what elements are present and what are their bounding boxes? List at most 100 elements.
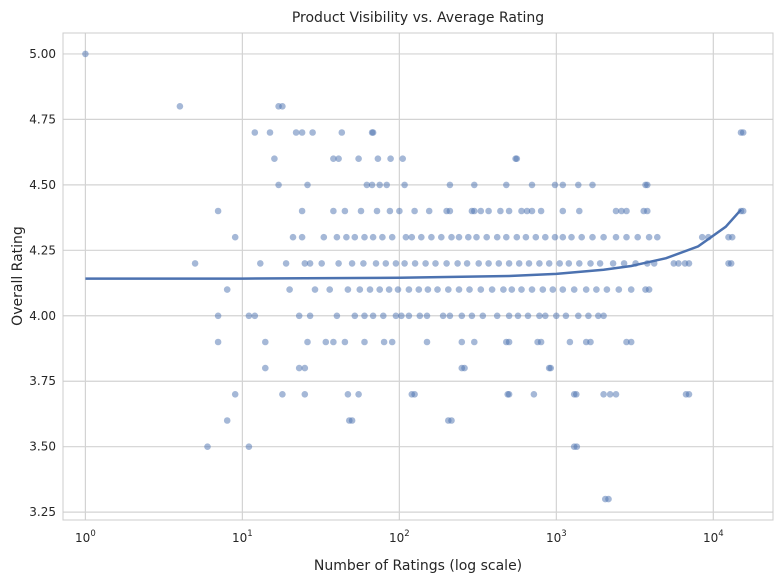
data-point bbox=[570, 286, 578, 293]
data-point bbox=[505, 338, 513, 346]
data-point bbox=[446, 181, 454, 189]
data-point bbox=[306, 260, 314, 267]
data-point bbox=[488, 286, 496, 293]
data-point bbox=[266, 129, 274, 136]
data-point bbox=[333, 312, 341, 320]
data-point bbox=[361, 312, 368, 320]
data-point bbox=[485, 260, 492, 267]
data-point bbox=[549, 286, 557, 293]
data-point bbox=[443, 260, 450, 267]
y-tick-label: 3.25 bbox=[29, 505, 56, 519]
data-point bbox=[739, 129, 747, 136]
data-point bbox=[524, 312, 532, 320]
data-point bbox=[539, 286, 547, 293]
data-point bbox=[505, 260, 513, 267]
data-point bbox=[634, 233, 641, 241]
data-point bbox=[612, 233, 620, 241]
data-point bbox=[262, 338, 269, 346]
data-point bbox=[405, 312, 413, 320]
data-point bbox=[479, 312, 487, 320]
data-point bbox=[559, 181, 567, 189]
data-point bbox=[573, 443, 581, 451]
trend-line bbox=[85, 208, 742, 280]
data-point bbox=[493, 233, 501, 241]
data-point bbox=[401, 181, 408, 189]
data-point bbox=[245, 443, 253, 451]
data-point bbox=[351, 312, 359, 320]
data-point bbox=[518, 286, 525, 293]
data-point bbox=[445, 286, 452, 293]
data-point bbox=[559, 207, 567, 215]
data-point bbox=[320, 233, 328, 241]
data-point bbox=[344, 286, 352, 293]
data-point bbox=[335, 155, 342, 162]
data-point bbox=[497, 207, 504, 215]
data-point bbox=[388, 233, 396, 241]
data-point bbox=[458, 312, 466, 320]
data-point bbox=[523, 207, 531, 215]
data-point bbox=[514, 312, 522, 320]
data-point bbox=[369, 129, 377, 136]
data-point bbox=[565, 260, 573, 267]
data-point bbox=[379, 233, 386, 241]
data-point bbox=[275, 181, 282, 189]
data-point bbox=[376, 181, 384, 189]
data-point bbox=[475, 260, 483, 267]
data-point bbox=[439, 312, 447, 320]
data-point bbox=[513, 233, 521, 241]
data-point bbox=[605, 495, 612, 503]
data-point bbox=[493, 312, 501, 320]
data-point bbox=[566, 338, 574, 346]
data-point bbox=[553, 312, 560, 320]
data-point bbox=[513, 155, 521, 162]
data-point bbox=[728, 233, 736, 241]
data-point bbox=[559, 233, 567, 241]
data-point bbox=[322, 338, 330, 346]
data-point bbox=[176, 103, 184, 110]
data-point bbox=[528, 286, 536, 293]
data-point bbox=[374, 155, 382, 162]
data-point bbox=[424, 286, 432, 293]
data-point bbox=[448, 233, 455, 241]
data-point bbox=[537, 338, 545, 346]
data-point bbox=[428, 233, 435, 241]
x-tick-label: 101 bbox=[232, 529, 253, 545]
data-point bbox=[368, 181, 376, 189]
data-point bbox=[685, 260, 693, 267]
data-point bbox=[425, 207, 433, 215]
y-tick-label: 3.75 bbox=[29, 374, 56, 388]
data-point bbox=[434, 286, 441, 293]
data-point bbox=[595, 312, 602, 320]
data-point bbox=[388, 338, 396, 346]
y-tick-label: 4.25 bbox=[29, 243, 56, 257]
data-point bbox=[341, 338, 349, 346]
data-point bbox=[559, 286, 567, 293]
data-point bbox=[575, 181, 582, 189]
data-point bbox=[356, 286, 364, 293]
data-point bbox=[503, 233, 510, 241]
data-point bbox=[423, 338, 431, 346]
data-point bbox=[645, 233, 653, 241]
data-point bbox=[330, 155, 337, 162]
data-point bbox=[411, 391, 418, 398]
data-point bbox=[675, 260, 682, 267]
data-point bbox=[573, 391, 580, 398]
data-point bbox=[343, 233, 350, 241]
data-point bbox=[446, 312, 454, 320]
data-point bbox=[495, 260, 503, 267]
data-point bbox=[360, 260, 367, 267]
data-point bbox=[698, 233, 706, 241]
data-point bbox=[477, 207, 485, 215]
data-point bbox=[399, 155, 407, 162]
y-tick-label: 4.75 bbox=[29, 112, 56, 126]
data-point bbox=[392, 260, 400, 267]
data-point bbox=[600, 233, 607, 241]
data-point bbox=[295, 312, 303, 320]
data-point bbox=[528, 207, 536, 215]
data-point bbox=[551, 181, 559, 189]
data-point bbox=[338, 129, 346, 136]
data-point bbox=[618, 207, 625, 215]
data-point bbox=[465, 233, 472, 241]
data-point bbox=[292, 129, 300, 136]
data-point bbox=[304, 338, 311, 346]
